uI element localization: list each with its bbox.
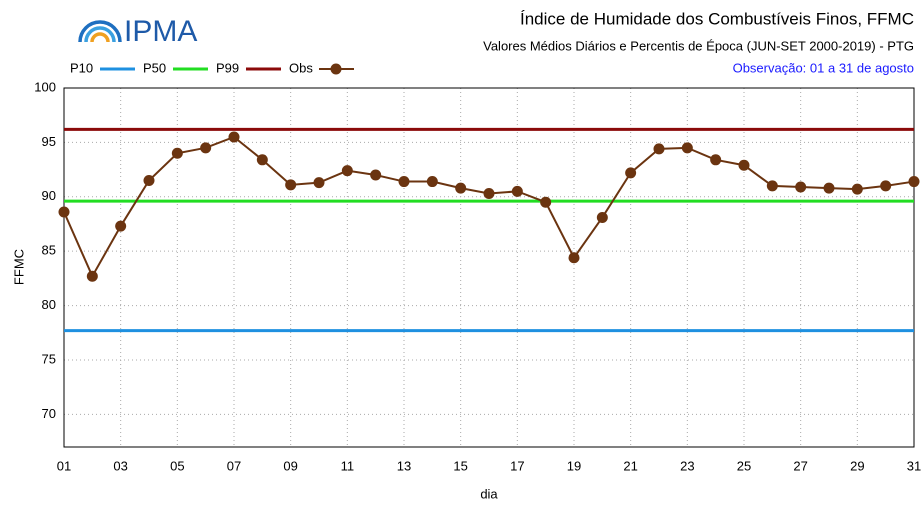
data-point — [568, 252, 580, 264]
y-tick-label: 90 — [42, 188, 56, 203]
x-tick-label: 07 — [227, 458, 241, 473]
data-point — [823, 182, 835, 194]
x-tick-label: 21 — [623, 458, 637, 473]
x-tick-label: 13 — [397, 458, 411, 473]
x-tick-label: 03 — [113, 458, 127, 473]
data-point — [426, 176, 438, 188]
x-tick-label: 23 — [680, 458, 694, 473]
y-tick-label: 85 — [42, 243, 56, 258]
data-point — [596, 211, 608, 223]
data-point — [143, 174, 155, 186]
data-point — [710, 154, 722, 166]
data-point — [908, 176, 920, 188]
data-point — [625, 167, 637, 179]
legend-label: P50 — [143, 60, 166, 75]
data-point — [58, 206, 70, 218]
y-tick-label: 70 — [42, 406, 56, 421]
data-point — [115, 220, 127, 232]
annotation: Observação: 01 a 31 de agosto — [733, 60, 914, 75]
data-point — [228, 131, 240, 143]
x-axis-label: dia — [480, 486, 498, 501]
y-tick-label: 75 — [42, 351, 56, 366]
x-tick-label: 09 — [283, 458, 297, 473]
data-point — [795, 181, 807, 193]
data-point — [256, 154, 268, 166]
data-point — [880, 180, 892, 192]
legend-marker — [330, 63, 342, 75]
y-tick-label: 100 — [34, 79, 56, 94]
data-point — [313, 177, 325, 189]
data-point — [540, 196, 552, 208]
data-point — [86, 270, 98, 282]
data-point — [766, 180, 778, 192]
data-point — [341, 165, 353, 177]
x-tick-label: 19 — [567, 458, 581, 473]
x-tick-label: 17 — [510, 458, 524, 473]
logo-text: IPMA — [124, 15, 197, 48]
data-point — [200, 142, 212, 154]
x-tick-label: 05 — [170, 458, 184, 473]
data-point — [653, 143, 665, 155]
y-axis-label: FFMC — [11, 249, 26, 285]
x-tick-label: 11 — [341, 458, 355, 473]
x-tick-label: 29 — [850, 458, 864, 473]
x-tick-label: 25 — [737, 458, 751, 473]
y-tick-label: 95 — [42, 134, 56, 149]
chart-subtitle: Valores Médios Diários e Percentis de Ép… — [483, 38, 914, 53]
data-point — [171, 147, 183, 159]
data-point — [511, 185, 523, 197]
data-point — [370, 169, 382, 181]
data-point — [738, 159, 750, 171]
data-point — [681, 142, 693, 154]
chart-title: Índice de Humidade dos Combustíveis Fino… — [520, 9, 914, 28]
data-point — [398, 176, 410, 188]
data-point — [285, 179, 297, 191]
series-line — [63, 135, 915, 279]
x-tick-label: 15 — [453, 458, 467, 473]
data-point — [483, 188, 495, 200]
y-tick-label: 80 — [42, 297, 56, 312]
legend-label: P10 — [70, 60, 93, 75]
x-tick-label: 31 — [907, 458, 921, 473]
data-point — [455, 182, 467, 194]
x-tick-label: 27 — [793, 458, 807, 473]
legend-label: Obs — [289, 60, 313, 75]
x-tick-label: 01 — [57, 458, 71, 473]
plot-frame — [63, 87, 915, 448]
logo-icon — [78, 20, 122, 43]
legend-label: P99 — [216, 60, 239, 75]
data-point — [851, 183, 863, 195]
